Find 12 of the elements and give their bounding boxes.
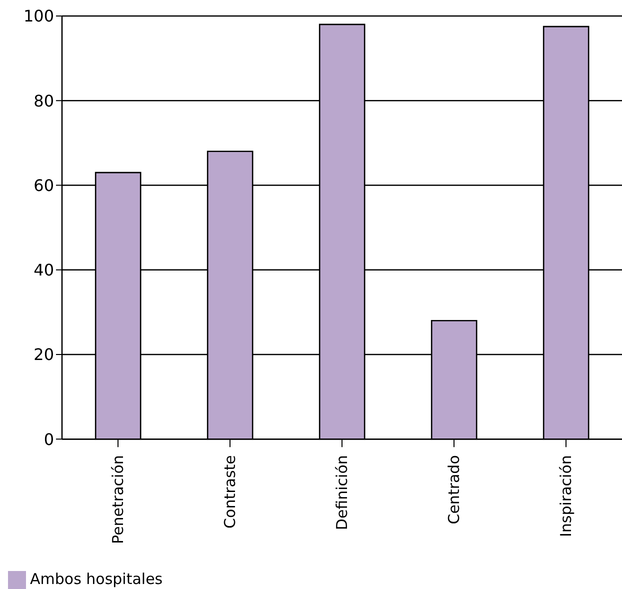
x-tick-label: Definición	[333, 455, 351, 530]
y-tick-label: 20	[34, 345, 54, 364]
x-tick-label: Centrado	[445, 455, 463, 524]
x-tick-label: Penetración	[109, 455, 127, 544]
y-tick-label: 100	[23, 6, 54, 26]
y-tick-label: 80	[34, 91, 54, 110]
y-tick-label: 60	[34, 176, 54, 195]
x-tick-label: Contraste	[221, 455, 239, 528]
x-tick-label: Inspiración	[557, 455, 575, 538]
legend-label: Ambos hospitales	[30, 570, 163, 588]
y-tick-label: 40	[34, 260, 54, 280]
y-tick-label: 0	[44, 430, 54, 449]
